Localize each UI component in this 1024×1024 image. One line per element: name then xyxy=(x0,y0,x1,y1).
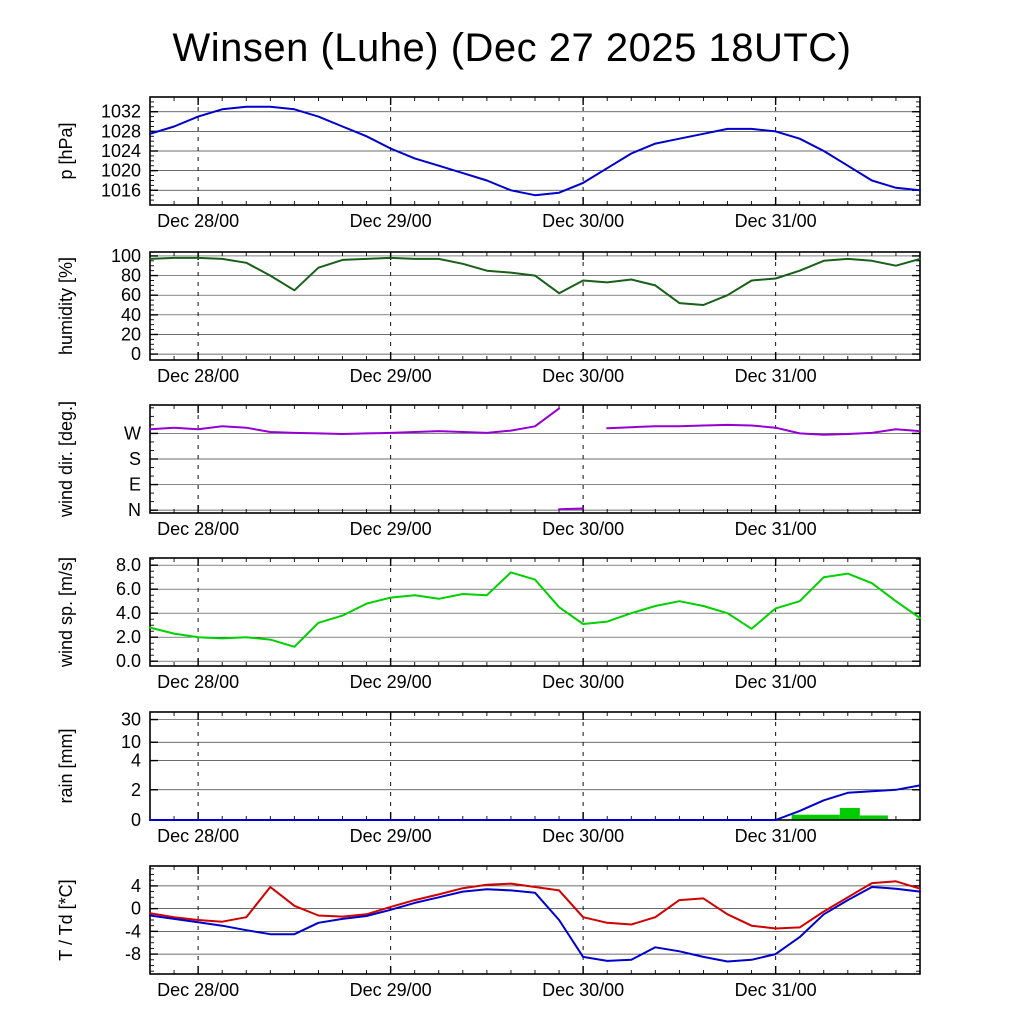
xtick-label: Dec 28/00 xyxy=(157,366,239,386)
series-pressure-p xyxy=(149,105,921,197)
xtick-label: Dec 30/00 xyxy=(542,211,624,231)
yaxis-title-wind-speed: wind sp. [m/s] xyxy=(56,557,76,668)
ytick-label: 8.0 xyxy=(116,555,141,575)
xtick-label: Dec 28/00 xyxy=(157,672,239,692)
series-rain-rain-accum xyxy=(149,784,921,821)
ytick-label: 0 xyxy=(131,344,141,364)
xtick-label: Dec 28/00 xyxy=(157,980,239,1000)
ytick-label: 0 xyxy=(131,899,141,919)
ytick-label: -8 xyxy=(125,944,141,964)
xtick-label: Dec 28/00 xyxy=(157,519,239,539)
ytick-label: 60 xyxy=(121,285,141,305)
xtick-label: Dec 30/00 xyxy=(542,366,624,386)
yaxis-title-pressure: p [hPa] xyxy=(56,122,76,179)
xtick-label: Dec 31/00 xyxy=(735,519,817,539)
xtick-label: Dec 29/00 xyxy=(350,366,432,386)
ytick-label: N xyxy=(128,500,141,520)
series-wind-direction-dir-north xyxy=(558,507,585,511)
ytick-label: 30 xyxy=(121,710,141,730)
ytick-label: W xyxy=(124,423,141,443)
xtick-label: Dec 28/00 xyxy=(157,826,239,846)
xtick-label: Dec 29/00 xyxy=(350,519,432,539)
ytick-label: 4 xyxy=(131,876,141,896)
xtick-label: Dec 29/00 xyxy=(350,980,432,1000)
yaxis-title-temperature: T / Td [*C] xyxy=(56,879,76,960)
series-temperature-Td xyxy=(149,886,921,963)
ytick-label: 2 xyxy=(131,780,141,800)
ytick-label: 10 xyxy=(121,732,141,752)
ytick-label: 4.0 xyxy=(116,603,141,623)
xtick-label: Dec 31/00 xyxy=(735,826,817,846)
ytick-label: 1024 xyxy=(101,141,141,161)
xtick-label: Dec 30/00 xyxy=(542,672,624,692)
ytick-label: 1032 xyxy=(101,102,141,122)
rain-bar xyxy=(791,814,840,820)
xtick-label: Dec 31/00 xyxy=(735,366,817,386)
ytick-label: 1028 xyxy=(101,121,141,141)
ytick-label: S xyxy=(129,449,141,469)
chart-title: Winsen (Luhe) (Dec 27 2025 18UTC) xyxy=(172,26,852,70)
ytick-label: 0 xyxy=(131,810,141,830)
ytick-label: -4 xyxy=(125,921,141,941)
xtick-label: Dec 30/00 xyxy=(542,980,624,1000)
xtick-label: Dec 30/00 xyxy=(542,519,624,539)
xtick-label: Dec 28/00 xyxy=(157,211,239,231)
xtick-label: Dec 31/00 xyxy=(735,672,817,692)
yaxis-title-rain: rain [mm] xyxy=(56,728,76,803)
xtick-label: Dec 31/00 xyxy=(735,211,817,231)
rain-bar xyxy=(839,807,860,820)
xtick-label: Dec 30/00 xyxy=(542,826,624,846)
xtick-label: Dec 29/00 xyxy=(350,672,432,692)
ytick-label: 100 xyxy=(111,246,141,266)
ytick-label: 20 xyxy=(121,324,141,344)
yaxis-title-humidity: humidity [%] xyxy=(56,257,76,355)
series-wind-direction-dir xyxy=(149,407,921,436)
ytick-label: E xyxy=(129,475,141,495)
series-humidity-rh xyxy=(149,256,921,306)
rain-bar xyxy=(859,815,888,820)
ytick-label: 2.0 xyxy=(116,627,141,647)
xtick-label: Dec 29/00 xyxy=(350,826,432,846)
ytick-label: 1020 xyxy=(101,161,141,181)
series-wind-speed-ws xyxy=(149,571,921,648)
ytick-label: 40 xyxy=(121,305,141,325)
panel-wind-speed: 0.0 2.0 4.0 6.0 8.0 Dec 28/00 Dec 29/00 Dec 30/… xyxy=(56,555,921,692)
xtick-label: Dec 29/00 xyxy=(350,211,432,231)
ytick-label: 80 xyxy=(121,266,141,286)
yaxis-title-wind-direction: wind dir. [deg.] xyxy=(56,401,76,518)
panel-temperature: -8 -40 4 Dec 28/00 Dec 29/00 Dec 30/00 Dec 31/… xyxy=(56,865,921,1000)
ytick-label: 1016 xyxy=(101,180,141,200)
ytick-label: 4 xyxy=(131,751,141,771)
xtick-label: Dec 31/00 xyxy=(735,980,817,1000)
series-temperature-T xyxy=(149,880,921,930)
ytick-label: 6.0 xyxy=(116,579,141,599)
ytick-label: 0.0 xyxy=(116,651,141,671)
